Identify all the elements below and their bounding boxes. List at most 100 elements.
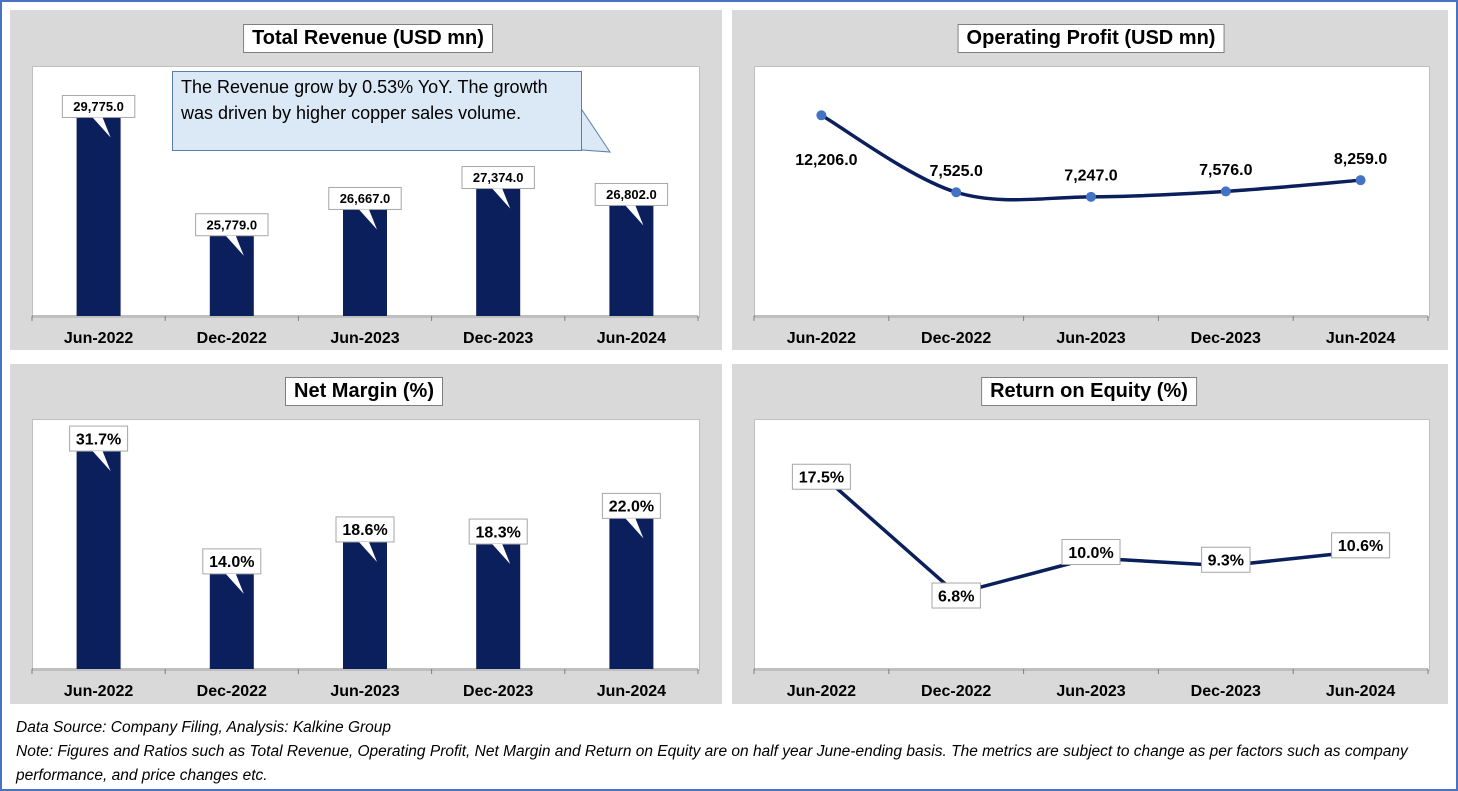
data-label: 8,259.0 [1334, 151, 1387, 168]
data-label: 10.0% [1061, 539, 1121, 565]
data-label-box [931, 582, 981, 609]
data-label-text: 22.0% [609, 499, 654, 516]
series-line [820, 113, 1361, 202]
bar [609, 203, 654, 316]
data-label-pointer [359, 209, 377, 230]
x-tick-label: Jun-2022 [64, 330, 133, 347]
data-label-text: 8,259.0 [1334, 151, 1387, 168]
data-label: 22.0% [601, 492, 661, 539]
x-tick-label: Jun-2024 [1326, 683, 1395, 700]
data-label: 9.3% [1201, 546, 1251, 573]
data-label-text: 10.0% [1068, 545, 1113, 562]
revenue-title: Total Revenue (USD mn) [243, 24, 493, 53]
data-label-text: 29,775.0 [73, 99, 124, 114]
data-label-pointer [92, 117, 111, 138]
data-label-pointer [492, 544, 511, 565]
net-margin-chart: Jun-2022 Dec-2022 Jun-2023 Dec-2023 Jun-2024… [31, 425, 699, 700]
data-label-text: 31.7% [76, 431, 121, 448]
x-tick-label: Jun-2023 [330, 683, 399, 700]
bar [76, 115, 121, 317]
data-label-box [202, 548, 262, 575]
bar [209, 571, 254, 669]
data-label-text: 25,779.0 [206, 217, 257, 232]
x-tick-label: Dec-2022 [197, 683, 267, 700]
data-label-box [601, 492, 661, 519]
data-label-pointer [625, 518, 644, 539]
operating-profit-title: Operating Profit (USD mn) [957, 24, 1225, 53]
x-tick-label: Dec-2023 [463, 330, 533, 347]
x-tick-label: Dec-2023 [463, 683, 533, 700]
data-label: 31.7% [69, 425, 129, 472]
data-label-box [1061, 539, 1121, 565]
bar [343, 207, 387, 316]
data-label: 14.0% [202, 548, 262, 594]
data-label: 12,206.0 [795, 152, 857, 169]
revenue-chart: Jun-2022 Dec-2022 Jun-2023 Dec-2023 Jun-2024… [31, 94, 699, 347]
data-label-text: 18.6% [342, 522, 387, 539]
data-label-text: 27,374.0 [473, 170, 524, 185]
data-label: 17.5% [791, 463, 851, 490]
x-tick-label: Jun-2022 [787, 330, 856, 347]
data-label-box [1331, 532, 1391, 559]
x-tick-label: Jun-2024 [597, 683, 666, 700]
data-point [1355, 175, 1366, 186]
x-tick-label: Dec-2022 [921, 330, 991, 347]
bar [209, 233, 254, 316]
x-tick-label: Jun-2023 [330, 330, 399, 347]
data-label: 7,525.0 [930, 163, 983, 180]
bar [476, 186, 521, 316]
x-tick-label: Dec-2022 [921, 683, 991, 700]
data-label-text: 6.8% [938, 588, 974, 605]
data-label-text: 9.3% [1208, 553, 1244, 570]
x-tick-label: Jun-2023 [1056, 683, 1125, 700]
data-label-pointer [225, 235, 244, 256]
data-point [1086, 191, 1096, 202]
data-source-note: Data Source: Company Filing, Analysis: K… [16, 719, 392, 736]
data-point [951, 187, 962, 198]
data-label-text: 12,206.0 [795, 152, 857, 169]
data-label-pointer [492, 188, 511, 209]
x-tick-label: Jun-2024 [1326, 330, 1395, 347]
data-label-text: 26,667.0 [340, 191, 391, 206]
data-label-text: 10.6% [1338, 538, 1383, 555]
data-label: 6.8% [931, 582, 981, 609]
data-label-text: 14.0% [209, 554, 254, 571]
roe-title: Return on Equity (%) [981, 377, 1197, 406]
x-tick-label: Dec-2022 [197, 330, 267, 347]
data-label-pointer [359, 541, 377, 562]
footnotes: Data Source: Company Filing, Analysis: K… [16, 716, 1446, 788]
roe-chart: Jun-2022 Dec-2022 Jun-2023 Dec-2023 Jun-2024… [753, 463, 1429, 700]
data-label: 10.6% [1331, 532, 1391, 559]
data-label-text: 7,247.0 [1064, 168, 1117, 185]
data-label-box [791, 463, 851, 490]
bar [476, 542, 521, 669]
data-label-text: 26,802.0 [606, 187, 657, 202]
data-label: 18.3% [468, 518, 528, 565]
data-label: 25,779.0 [195, 213, 269, 256]
data-label-text: 7,576.0 [1199, 162, 1252, 179]
data-label: 27,374.0 [461, 166, 535, 209]
x-tick-label: Jun-2024 [597, 330, 666, 347]
operating-profit-chart: Jun-2022 Dec-2022 Jun-2023 Dec-2023 Jun-2024… [753, 110, 1429, 347]
data-label: 18.6% [335, 516, 395, 562]
x-tick-label: Dec-2023 [1191, 330, 1261, 347]
series-line [820, 473, 1361, 596]
data-label: 7,576.0 [1199, 162, 1252, 179]
bar [609, 516, 654, 669]
data-label-box [468, 518, 528, 545]
data-label-box [69, 425, 129, 452]
bar [76, 449, 121, 669]
x-tick-label: Dec-2023 [1191, 683, 1261, 700]
data-point [1220, 186, 1231, 197]
data-label: 29,775.0 [61, 94, 136, 138]
data-label: 26,667.0 [328, 186, 402, 230]
data-label-pointer [625, 205, 644, 226]
data-label-box [335, 516, 395, 543]
x-tick-label: Jun-2022 [64, 683, 133, 700]
data-label-text: 17.5% [799, 470, 844, 487]
data-label-pointer [225, 573, 244, 594]
net-margin-title: Net Margin (%) [285, 377, 443, 406]
data-label-box [1201, 546, 1251, 573]
data-label: 7,247.0 [1064, 168, 1117, 185]
x-tick-label: Jun-2022 [787, 683, 856, 700]
